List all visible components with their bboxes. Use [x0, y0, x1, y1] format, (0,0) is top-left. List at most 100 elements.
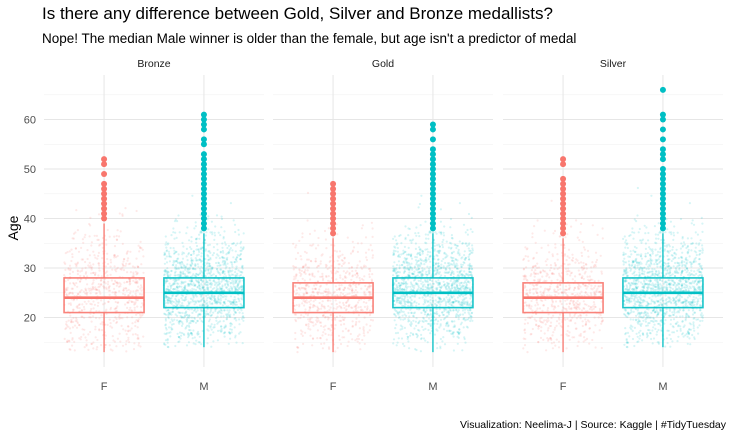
jitter-point — [70, 319, 73, 323]
jitter-point — [222, 251, 225, 254]
jitter-point — [581, 320, 584, 323]
jitter-point — [206, 281, 209, 284]
jitter-point — [623, 343, 626, 346]
jitter-point — [463, 254, 466, 257]
jitter-point — [457, 294, 461, 297]
jitter-point — [220, 226, 223, 229]
jitter-point — [213, 297, 217, 300]
jitter-point — [236, 242, 239, 245]
jitter-point — [207, 312, 210, 316]
jitter-point — [324, 288, 328, 291]
jitter-point — [178, 301, 181, 304]
jitter-point — [415, 226, 418, 229]
jitter-point — [129, 279, 132, 282]
jitter-point — [600, 272, 604, 275]
jitter-point — [524, 301, 527, 304]
jitter-point — [127, 325, 130, 328]
jitter-point — [139, 287, 142, 290]
jitter-point — [121, 242, 124, 245]
jitter-point — [679, 315, 682, 318]
jitter-point — [420, 311, 423, 314]
jitter-point — [113, 287, 116, 290]
jitter-point — [137, 342, 141, 345]
jitter-point — [432, 231, 435, 234]
jitter-point — [114, 291, 117, 294]
jitter-point — [223, 241, 226, 244]
jitter-point — [174, 297, 177, 301]
jitter-point — [571, 278, 574, 281]
jitter-point — [591, 338, 594, 342]
jitter-point — [294, 337, 297, 341]
jitter-point — [187, 316, 190, 319]
jitter-point — [522, 278, 526, 281]
jitter-point — [185, 247, 188, 250]
jitter-point — [134, 301, 137, 304]
jitter-point — [173, 237, 176, 240]
jitter-point — [69, 282, 72, 285]
jitter-point — [228, 273, 231, 276]
jitter-point — [93, 273, 97, 277]
jitter-point — [219, 234, 222, 237]
jitter-point — [300, 314, 303, 317]
jitter-point — [440, 286, 443, 289]
jitter-point — [403, 326, 406, 329]
jitter-point — [197, 332, 200, 335]
jitter-point — [229, 303, 232, 306]
jitter-point — [112, 339, 115, 342]
jitter-point — [170, 326, 173, 329]
jitter-point — [121, 344, 125, 347]
jitter-point — [580, 276, 584, 279]
jitter-point — [215, 285, 218, 288]
jitter-point — [654, 248, 657, 251]
jitter-point — [193, 308, 197, 311]
jitter-point — [178, 331, 182, 334]
jitter-point — [209, 314, 212, 317]
jitter-point — [599, 314, 602, 317]
x-tick-label: F — [330, 381, 337, 393]
jitter-point — [84, 288, 87, 291]
jitter-point — [469, 314, 472, 318]
jitter-point — [204, 269, 207, 273]
jitter-point — [227, 342, 230, 345]
jitter-point — [324, 265, 328, 269]
jitter-point — [215, 261, 218, 265]
jitter-point — [207, 324, 210, 328]
jitter-point — [209, 286, 212, 289]
jitter-point — [447, 300, 450, 303]
jitter-point — [237, 233, 240, 236]
jitter-point — [215, 302, 218, 305]
jitter-point — [417, 279, 420, 282]
jitter-point — [174, 313, 177, 316]
jitter-point — [371, 227, 374, 230]
jitter-point — [196, 320, 199, 323]
jitter-point — [131, 322, 134, 325]
jitter-point — [403, 245, 406, 248]
jitter-point — [228, 269, 231, 272]
jitter-point — [194, 237, 198, 240]
jitter-point — [185, 344, 189, 347]
jitter-point — [187, 253, 190, 256]
jitter-point — [294, 331, 297, 335]
jitter-point — [78, 303, 81, 306]
jitter-point — [86, 283, 89, 286]
jitter-point — [582, 300, 585, 303]
jitter-point — [101, 257, 104, 260]
jitter-point — [564, 292, 568, 295]
jitter-point — [593, 316, 596, 319]
jitter-point — [219, 301, 222, 304]
jitter-point — [537, 327, 540, 330]
jitter-point — [529, 333, 532, 336]
jitter-point — [187, 252, 190, 255]
jitter-point — [420, 194, 423, 197]
jitter-point — [555, 324, 558, 327]
jitter-point — [123, 293, 127, 296]
jitter-point — [403, 317, 407, 320]
jitter-point — [459, 331, 462, 334]
jitter-point — [420, 337, 423, 341]
jitter-point — [591, 288, 594, 291]
jitter-point — [568, 302, 572, 305]
jitter-point — [419, 279, 422, 283]
jitter-point — [177, 282, 180, 285]
jitter-point — [688, 202, 692, 205]
jitter-point — [415, 332, 418, 336]
